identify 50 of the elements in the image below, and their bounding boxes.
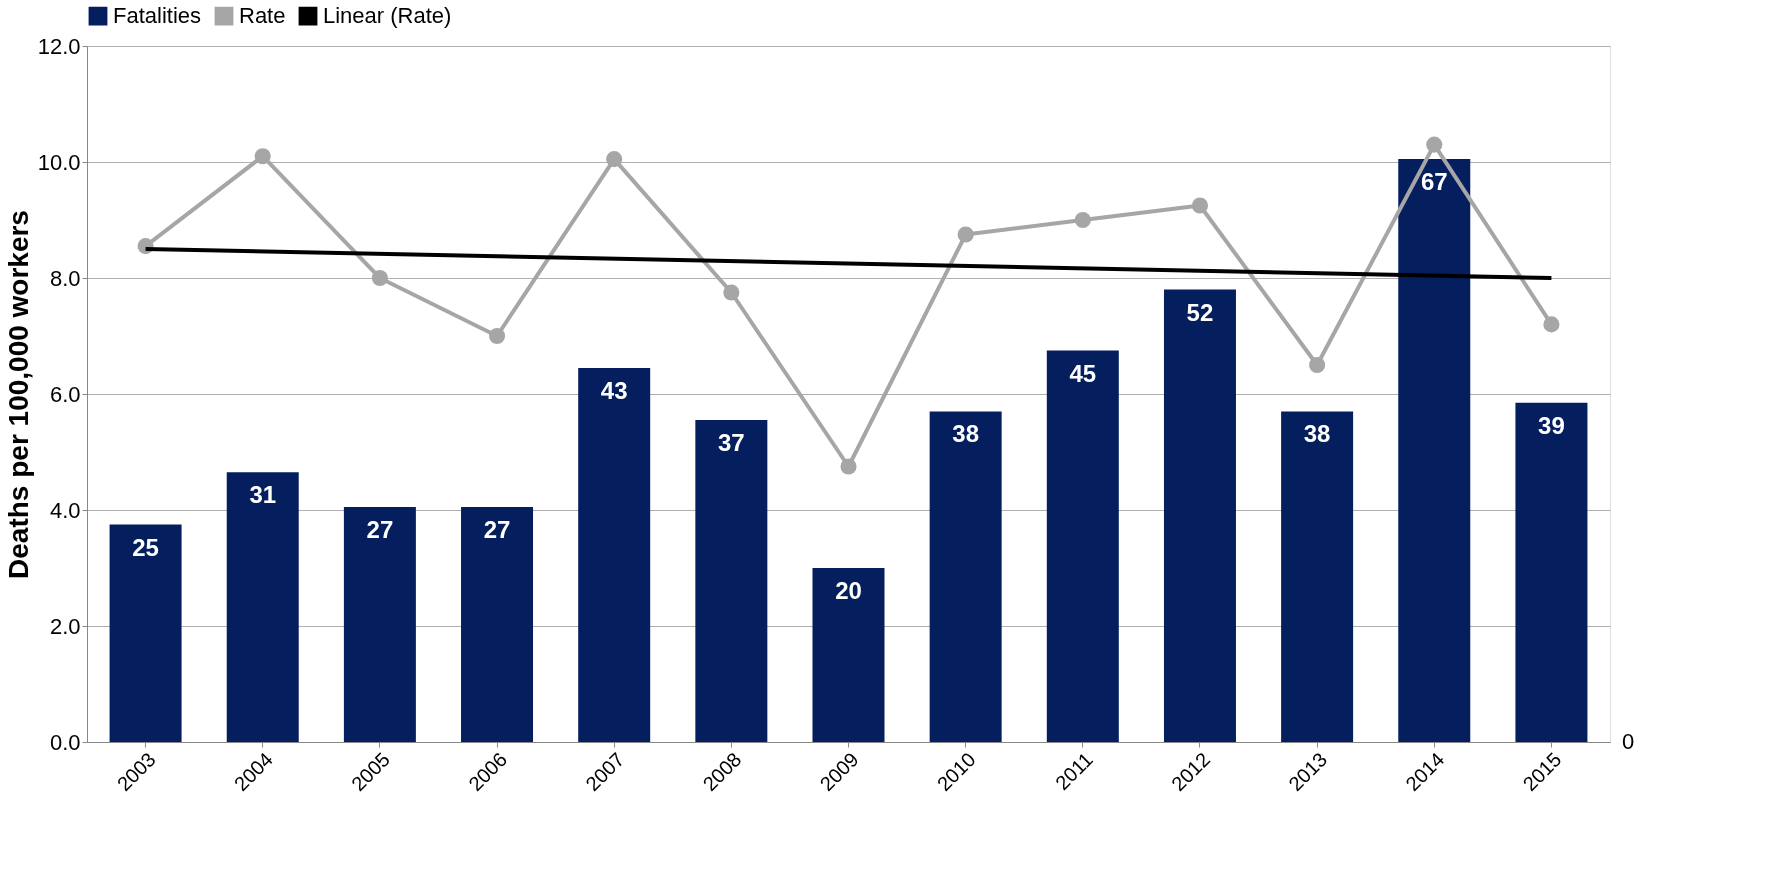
bar [343, 507, 416, 742]
y-tick-label: 0.0 [49, 729, 81, 755]
data-label: 45 [1069, 359, 1097, 387]
point [254, 148, 271, 165]
data-label: 38 [1303, 420, 1331, 448]
y-tick-label: 10.0 [37, 149, 81, 175]
y-tick-label: 12.0 [37, 33, 81, 59]
bar [1515, 402, 1588, 742]
bar [226, 472, 299, 742]
point [957, 226, 974, 243]
data-label: 52 [1186, 298, 1214, 326]
data-label: 27 [483, 516, 511, 544]
point [1426, 136, 1443, 153]
data-label: 38 [952, 420, 980, 448]
y-axis-title: Deaths per 100,000 workers [2, 210, 34, 579]
legend-label: Fatalities [113, 3, 202, 29]
bar [1046, 350, 1119, 742]
bar [1163, 289, 1236, 742]
data-label: 25 [132, 533, 159, 561]
point [1543, 316, 1560, 333]
bar [812, 568, 885, 742]
data-label: 37 [717, 429, 745, 457]
y-tick-label: 6.0 [49, 381, 81, 407]
point [606, 151, 623, 168]
y-tick-label: 8.0 [49, 265, 81, 291]
bar [1398, 159, 1471, 742]
point [1191, 197, 1209, 214]
point [1074, 211, 1091, 229]
point [371, 269, 388, 287]
bar [578, 367, 651, 742]
point [723, 284, 740, 301]
legend-label: Rate [239, 3, 286, 29]
y-tick-label: 4.0 [49, 497, 81, 523]
data-label: 31 [249, 481, 277, 509]
y-tick-label: 2.0 [49, 613, 81, 639]
bar [109, 524, 182, 742]
point [488, 327, 506, 345]
data-label: 67 [1420, 168, 1448, 196]
bar [695, 420, 768, 742]
point [840, 458, 857, 475]
data-label: 43 [600, 376, 628, 404]
text: 0 [1622, 729, 1635, 754]
bar [929, 411, 1002, 742]
point [1309, 356, 1326, 374]
legend-label: Linear (Rate) [323, 3, 452, 29]
data-label: 27 [366, 516, 394, 544]
bar [1281, 411, 1354, 742]
bar [461, 507, 534, 742]
data-label: 39 [1538, 411, 1565, 439]
data-label: 20 [835, 577, 862, 604]
